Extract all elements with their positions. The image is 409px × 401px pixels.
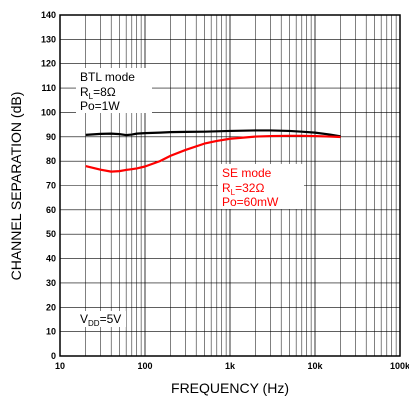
y-tick-label: 140 bbox=[41, 10, 56, 20]
y-tick-label: 60 bbox=[46, 205, 56, 215]
btl-power-label: Po=1W bbox=[80, 99, 120, 113]
btl-annotation-bg bbox=[76, 68, 152, 113]
se-annotation: SE mode RL=32Ω Po=60mW bbox=[218, 164, 304, 209]
y-tick-label: 80 bbox=[46, 156, 56, 166]
se-power-label: Po=60mW bbox=[222, 195, 279, 209]
y-tick-label: 120 bbox=[41, 59, 56, 69]
series-lines bbox=[85, 129, 341, 173]
y-tick-label: 30 bbox=[46, 278, 56, 288]
x-tick-label: 10 bbox=[55, 361, 65, 371]
x-tick-label: 1k bbox=[225, 361, 236, 371]
x-tick-label: 100k bbox=[390, 361, 409, 371]
y-tick-label: 50 bbox=[46, 229, 56, 239]
y-tick-label: 40 bbox=[46, 254, 56, 264]
y-tick-label: 90 bbox=[46, 132, 56, 142]
supply-annotation: VDD=5V bbox=[76, 311, 126, 328]
btl-mode-series-line bbox=[85, 129, 341, 138]
y-axis-title: CHANNEL SEPARATION (dB) bbox=[8, 92, 24, 281]
se-annotation-bg bbox=[218, 164, 304, 209]
btl-mode-label: BTL mode bbox=[80, 70, 135, 84]
y-tick-label: 110 bbox=[41, 83, 56, 93]
se-mode-series-line bbox=[85, 134, 341, 173]
y-tick-label: 70 bbox=[46, 181, 56, 191]
y-tick-label: 0 bbox=[51, 351, 56, 361]
se-mode-label: SE mode bbox=[222, 166, 272, 180]
y-tick-labels: 0 10 20 30 40 50 60 70 80 90 100 110 120 130 140 bbox=[41, 10, 56, 361]
y-tick-label: 10 bbox=[46, 327, 56, 337]
plot-frame bbox=[59, 14, 401, 357]
x-tick-label: 10k bbox=[307, 361, 323, 371]
supply-voltage-label: VDD=5V bbox=[80, 312, 121, 328]
btl-annotation: BTL mode RL=8Ω Po=1W bbox=[76, 68, 152, 113]
x-tick-labels: 10 100 1k 10k 100k bbox=[55, 361, 409, 371]
x-tick-label: 100 bbox=[137, 361, 152, 371]
x-axis-title: FREQUENCY (Hz) bbox=[171, 380, 289, 396]
y-tick-label: 130 bbox=[41, 34, 56, 44]
y-tick-label: 100 bbox=[41, 107, 56, 117]
y-tick-label: 20 bbox=[46, 302, 56, 312]
btl-load-label: RL=8Ω bbox=[80, 85, 116, 101]
se-load-label: RL=32Ω bbox=[222, 181, 264, 197]
supply-annotation-bg bbox=[76, 311, 126, 327]
